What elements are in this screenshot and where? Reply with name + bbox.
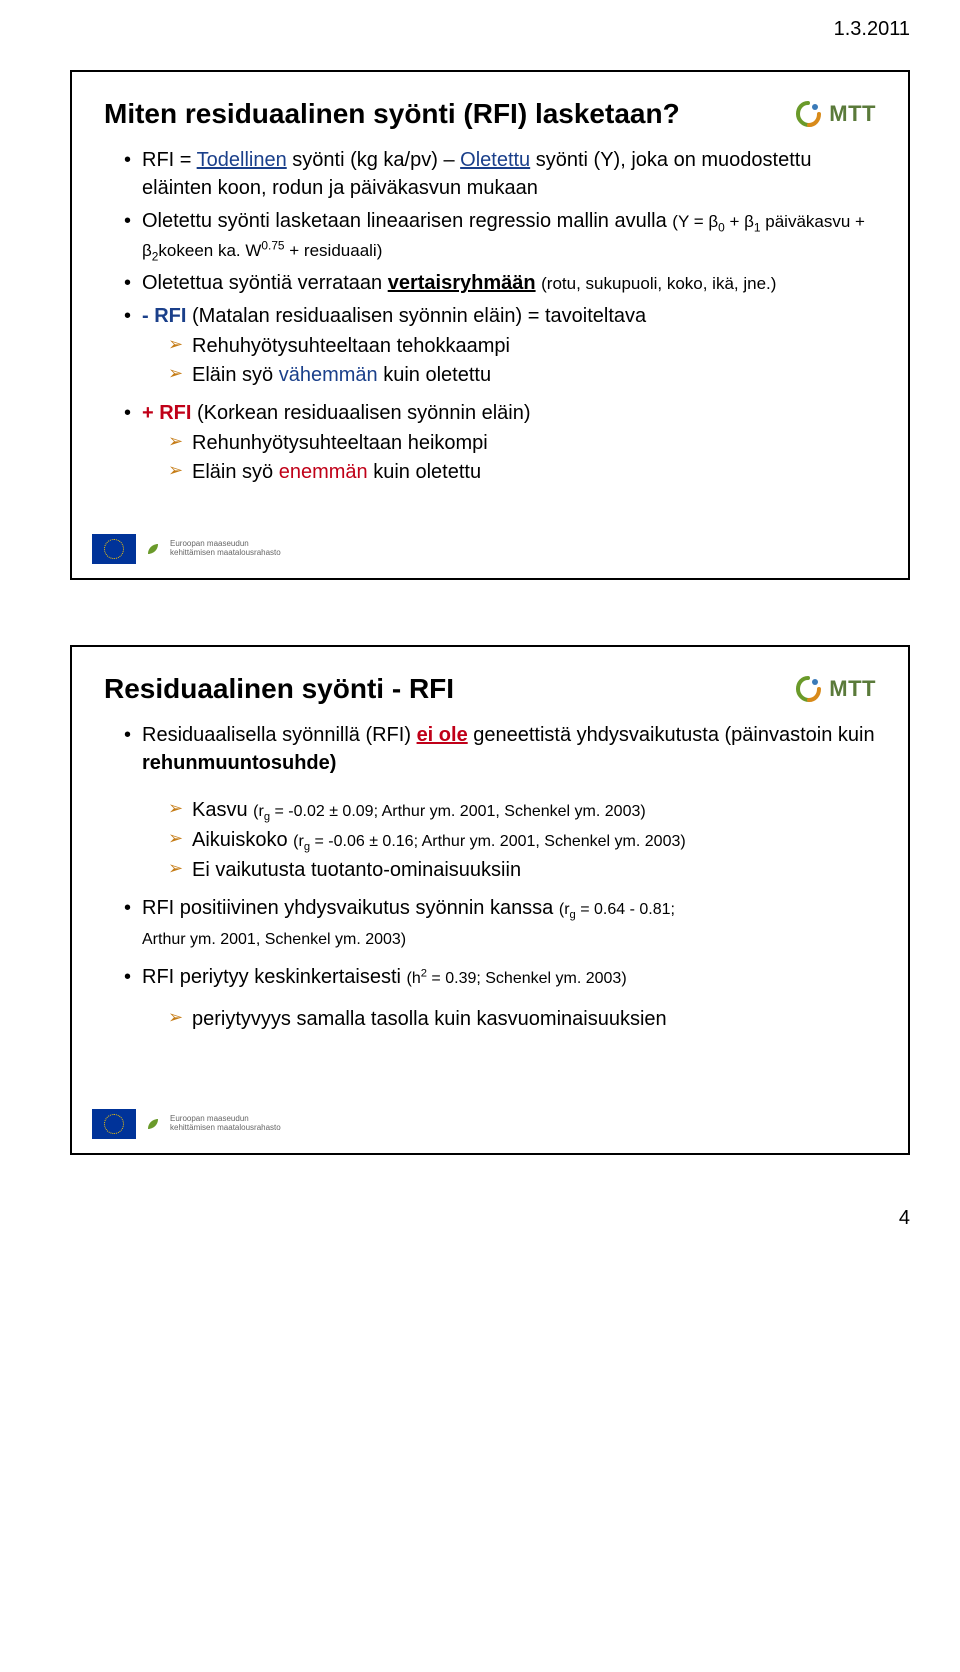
logo-swirl-icon: [793, 99, 823, 129]
s2-item3: RFI periytyy keskinkertaisesti (h2 = 0.3…: [124, 963, 876, 1034]
s1-i4-sub2: Eläin syö vähemmän kuin oletettu: [168, 361, 876, 389]
leaf-icon-2: [146, 1117, 160, 1131]
slide1-header: Miten residuaalinen syönti (RFI) lasketa…: [104, 98, 876, 130]
s1-i5-sub2: Eläin syö enemmän kuin oletettu: [168, 458, 876, 486]
slide1-footer: Euroopan maaseudunkehittämisen maatalous…: [92, 534, 281, 564]
s2-sub1: Kasvu (rg = -0.02 ± 0.09; Arthur ym. 200…: [168, 796, 876, 826]
footer-text-2: Euroopan maaseudunkehittämisen maatalous…: [170, 1115, 281, 1133]
logo-text: MTT: [829, 101, 876, 127]
eu-flag-icon-2: [92, 1109, 136, 1139]
slide-2: Residuaalinen syönti - RFI MTT Residuaal…: [70, 645, 910, 1155]
page-date: 1.3.2011: [834, 18, 910, 41]
slide2-footer: Euroopan maaseudunkehittämisen maatalous…: [92, 1109, 281, 1139]
s2-sub2: Aikuiskoko (rg = -0.06 ± 0.16; Arthur ym…: [168, 826, 876, 856]
page-number: 4: [899, 1207, 910, 1230]
s1-i4-sub1: Rehuhyötysuhteeltaan tehokkaampi: [168, 332, 876, 360]
logo-text-2: MTT: [829, 676, 876, 702]
slide1-list: RFI = Todellinen syönti (kg ka/pv) – Ole…: [104, 146, 876, 486]
eu-flag-icon: [92, 534, 136, 564]
s1-item2: Oletettu syönti lasketaan lineaarisen re…: [124, 207, 876, 266]
slide2-title: Residuaalinen syönti - RFI: [104, 673, 454, 705]
s1-item4: - RFI (Matalan residuaalisen syönnin elä…: [124, 302, 876, 389]
logo-swirl-icon-2: [793, 674, 823, 704]
slide1-title: Miten residuaalinen syönti (RFI) lasketa…: [104, 98, 680, 130]
s1-i5-sub1: Rehunhyötysuhteeltaan heikompi: [168, 429, 876, 457]
footer-text: Euroopan maaseudunkehittämisen maatalous…: [170, 540, 281, 558]
slide2-header: Residuaalinen syönti - RFI MTT: [104, 673, 876, 705]
slide-1: Miten residuaalinen syönti (RFI) lasketa…: [70, 70, 910, 580]
s1-item3: Oletettua syöntiä verrataan vertaisryhmä…: [124, 269, 876, 297]
s1-item5: + RFI (Korkean residuaalisen syönnin elä…: [124, 399, 876, 486]
s2-sub4: periytyvyys samalla tasolla kuin kasvuom…: [168, 1005, 876, 1033]
s1-item1: RFI = Todellinen syönti (kg ka/pv) – Ole…: [124, 146, 876, 203]
slide2-list: Residuaalisella syönnillä (RFI) ei ole g…: [104, 721, 876, 1034]
mtt-logo-2: MTT: [793, 674, 876, 704]
mtt-logo: MTT: [793, 99, 876, 129]
leaf-icon: [146, 542, 160, 556]
s2-sub3: Ei vaikutusta tuotanto-ominaisuuksiin: [168, 856, 876, 884]
s2-item1: Residuaalisella syönnillä (RFI) ei ole g…: [124, 721, 876, 884]
s2-item2: RFI positiivinen yhdysvaikutus syönnin k…: [124, 894, 876, 952]
